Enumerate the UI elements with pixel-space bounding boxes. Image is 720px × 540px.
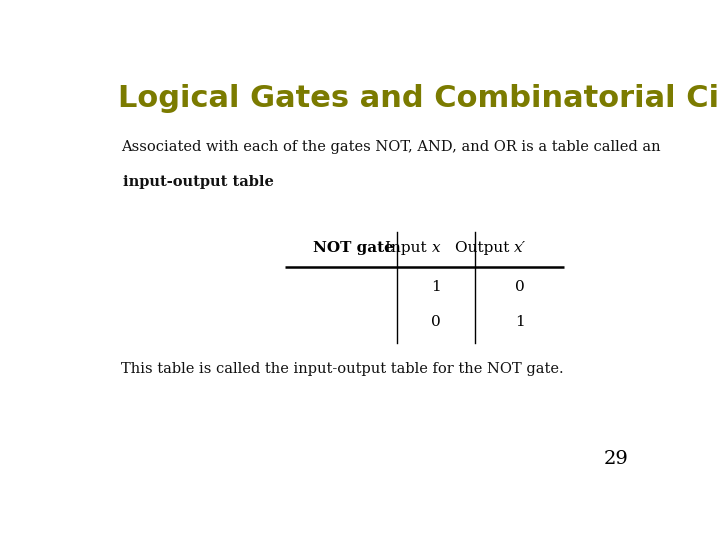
Text: 1: 1	[431, 280, 441, 294]
Text: This table is called the input-output table for the NOT gate.: This table is called the input-output ta…	[121, 362, 563, 376]
Text: x: x	[431, 241, 440, 255]
Text: NOT gate: NOT gate	[313, 241, 394, 255]
Text: 29: 29	[603, 450, 629, 468]
Text: Logical Gates and Combinatorial Circuits: Logical Gates and Combinatorial Circuits	[118, 84, 720, 112]
Text: 0: 0	[431, 315, 441, 329]
Text: x′: x′	[514, 241, 526, 255]
Text: Output: Output	[455, 241, 514, 255]
Text: Input: Input	[385, 241, 431, 255]
Text: input-output table: input-output table	[124, 175, 274, 189]
Text: Associated with each of the gates NOT, AND, and OR is a table called an: Associated with each of the gates NOT, A…	[121, 140, 660, 154]
Text: 0: 0	[515, 280, 525, 294]
Text: 1: 1	[515, 315, 525, 329]
